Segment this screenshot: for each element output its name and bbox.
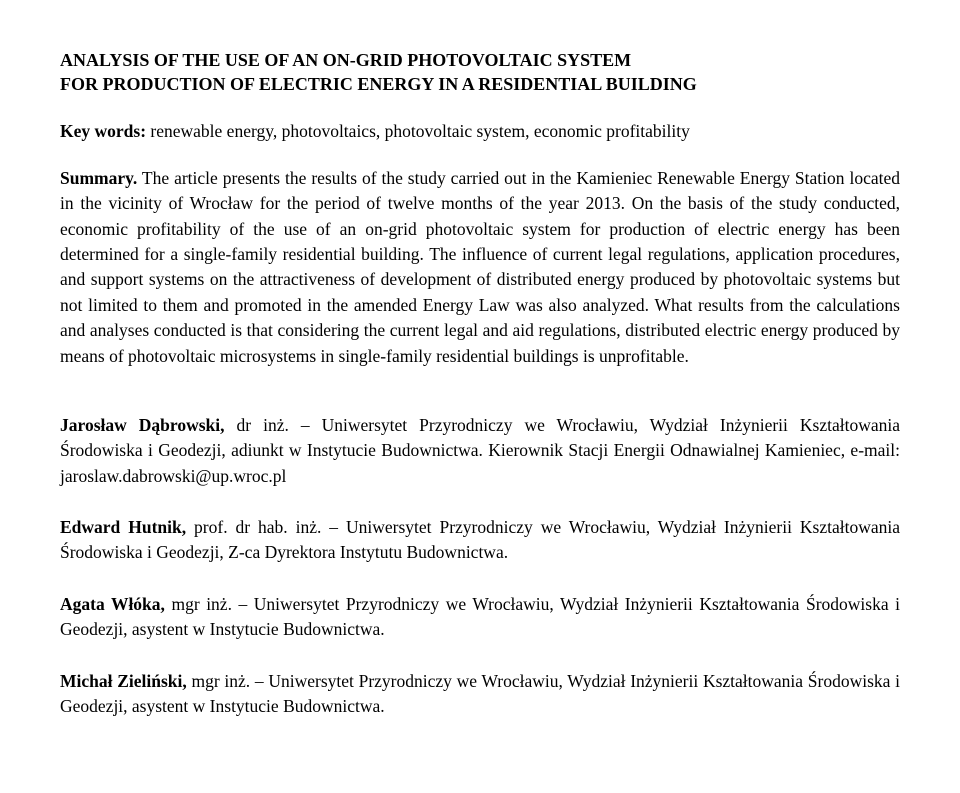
summary-label: Summary.	[60, 168, 137, 188]
author-block: Jarosław Dąbrowski, dr inż. – Uniwersyte…	[60, 413, 900, 489]
author-block: Edward Hutnik, prof. dr hab. inż. – Uniw…	[60, 515, 900, 566]
keywords-text: renewable energy, photovoltaics, photovo…	[146, 121, 690, 141]
author-block: Michał Zieliński, mgr inż. – Uniwersytet…	[60, 669, 900, 720]
summary-text: The article presents the results of the …	[60, 168, 900, 366]
author-details: mgr inż. – Uniwersytet Przyrodniczy we W…	[60, 671, 900, 716]
author-name: Jarosław Dąbrowski,	[60, 415, 225, 435]
keywords-line: Key words: renewable energy, photovoltai…	[60, 119, 900, 144]
summary-paragraph: Summary. The article presents the result…	[60, 166, 900, 369]
author-name: Edward Hutnik,	[60, 517, 186, 537]
title-line-2: FOR PRODUCTION OF ELECTRIC ENERGY IN A R…	[60, 74, 697, 94]
author-name: Agata Włóka,	[60, 594, 165, 614]
author-block: Agata Włóka, mgr inż. – Uniwersytet Przy…	[60, 592, 900, 643]
author-details: prof. dr hab. inż. – Uniwersytet Przyrod…	[60, 517, 900, 562]
author-details: mgr inż. – Uniwersytet Przyrodniczy we W…	[60, 594, 900, 639]
title-line-1: ANALYSIS OF THE USE OF AN ON-GRID PHOTOV…	[60, 50, 631, 70]
document-title: ANALYSIS OF THE USE OF AN ON-GRID PHOTOV…	[60, 48, 900, 97]
keywords-label: Key words:	[60, 121, 146, 141]
author-name: Michał Zieliński,	[60, 671, 187, 691]
